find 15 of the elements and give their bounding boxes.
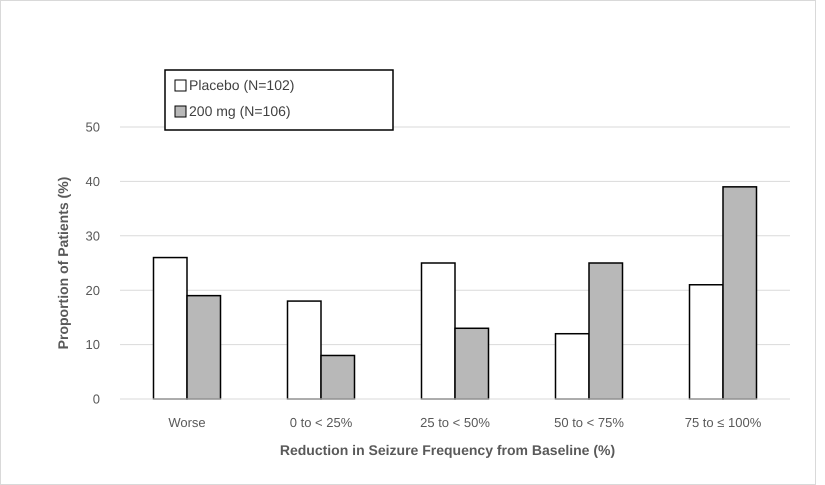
y-tick-label: 20 xyxy=(86,282,100,298)
x-tick-label: 50 to < 75% xyxy=(554,415,624,430)
y-tick-label: 40 xyxy=(86,174,100,189)
x-axis-title: Reduction in Seizure Frequency from Baseline (%) xyxy=(280,442,616,458)
y-tick-label: 0 xyxy=(92,392,100,407)
x-tick-label: 75 to ≤ 100% xyxy=(684,415,762,430)
x-tick-label: 0 to < 25% xyxy=(290,415,353,430)
y-tick-label: 10 xyxy=(86,337,100,352)
y-axis-title: Proportion of Patients (%) xyxy=(55,176,71,350)
y-tick-label: 30 xyxy=(86,228,100,244)
legend-label: Placebo (N=102) xyxy=(189,77,294,93)
x-tick-label: Worse xyxy=(168,415,206,430)
y-tick-label: 50 xyxy=(86,120,100,135)
x-tick-label: 25 to < 50% xyxy=(420,415,490,430)
legend-label: 200 mg (N=106) xyxy=(189,103,291,119)
